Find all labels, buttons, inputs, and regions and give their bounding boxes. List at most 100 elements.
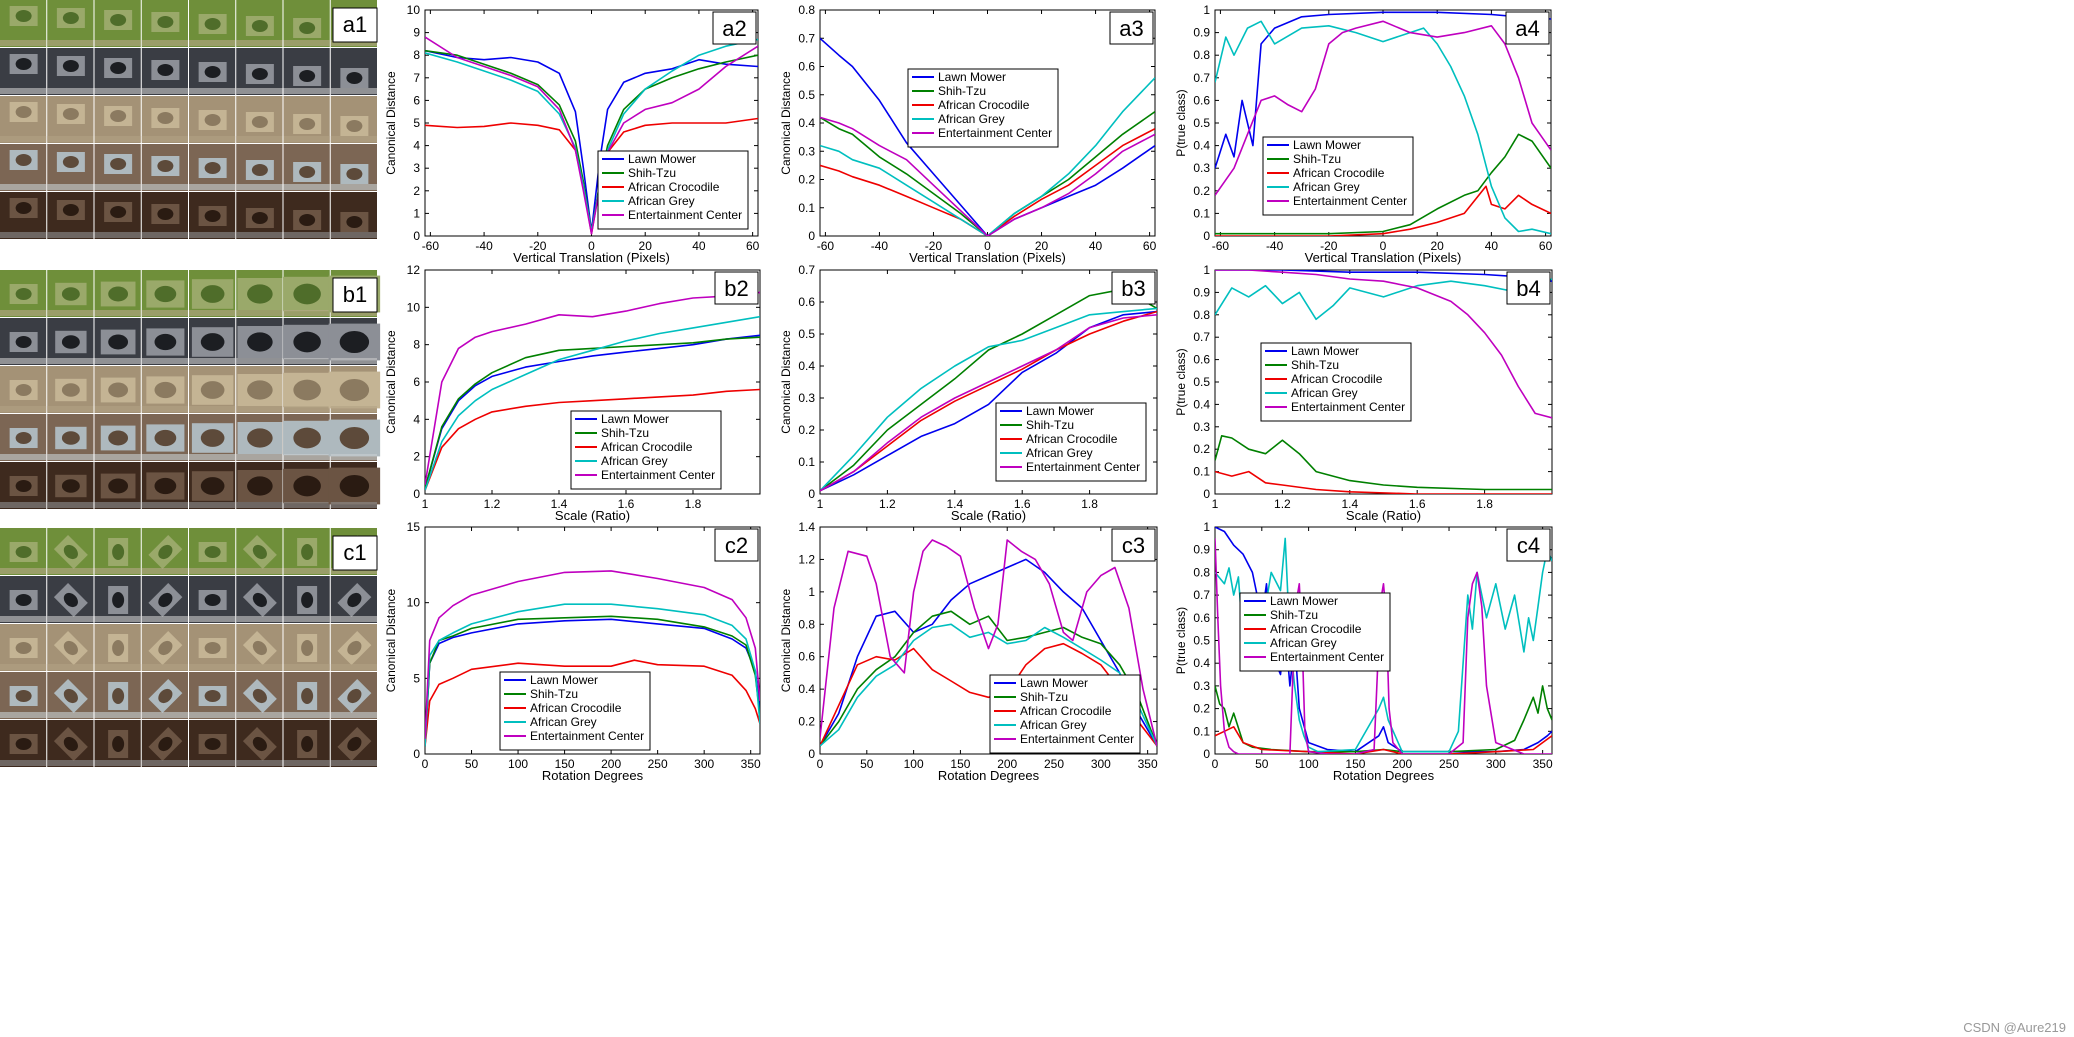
y-tick-label: 0 (413, 747, 420, 761)
thumbnail-ground (330, 502, 377, 508)
thumbnail-ground (330, 712, 377, 718)
x-tick-label: 1 (422, 497, 429, 511)
legend-entry: African Grey (938, 112, 1005, 126)
panel-label-box (714, 271, 759, 305)
x-tick-label: 300 (1091, 757, 1111, 771)
series-line-grey (425, 315, 760, 491)
y-tick-label: 0 (808, 229, 815, 243)
x-axis-label: Vertical Translation (Pixels) (513, 250, 670, 265)
series-line-lawn (820, 558, 1157, 747)
series-line-grey (1215, 278, 1552, 321)
legend-entry: Shih-Tzu (628, 166, 676, 180)
panel-label: c4 (1517, 533, 1540, 558)
thumbnail-detail (61, 431, 80, 445)
y-tick-label: 0.3 (798, 144, 815, 158)
thumbnail-detail (15, 642, 32, 654)
thumbnail-ground (236, 760, 283, 766)
thumbnail-ground (94, 40, 141, 46)
thumbnail-ground (283, 760, 330, 766)
x-tick-label: -20 (529, 239, 547, 253)
thumbnail-detail (204, 546, 221, 558)
y-tick-label: 0.4 (798, 359, 815, 373)
thumbnail-ground (141, 664, 188, 670)
thumbnail-detail (247, 428, 273, 448)
thumbnail-detail (346, 120, 363, 132)
thumbnail-detail (15, 432, 32, 444)
thumbnail-ground (94, 664, 141, 670)
thumbnail-ground (94, 760, 141, 766)
panel-label-box (1109, 11, 1154, 45)
y-tick-label: 0.6 (1193, 611, 1210, 625)
series-line-croc (425, 388, 760, 491)
thumbnail-detail (63, 688, 78, 704)
series-line-grey (820, 623, 1157, 747)
thumbnail-ground (236, 136, 283, 142)
thumbnail-ground (0, 616, 47, 622)
thumbnail-ground (94, 616, 141, 622)
y-axis-label: P(true class) (1174, 348, 1188, 415)
legend-entry: Entertainment Center (530, 729, 644, 743)
legend-entry: Lawn Mower (601, 412, 669, 426)
y-tick-label: 0.2 (1193, 442, 1210, 456)
thumbnail-detail (301, 544, 314, 560)
x-tick-label: 60 (1143, 239, 1157, 253)
y-tick-label: 0.6 (1193, 353, 1210, 367)
x-tick-label: 1.8 (685, 497, 702, 511)
thumbnail-detail (108, 334, 129, 350)
thumbnail-detail (204, 642, 221, 654)
series-line-shih (425, 336, 760, 489)
thumbnail-detail (63, 592, 78, 608)
legend-entry: Entertainment Center (1026, 460, 1140, 474)
y-tick-label: 0 (1203, 747, 1210, 761)
legend-entry: African Grey (1270, 636, 1337, 650)
thumbnail-detail (301, 640, 314, 656)
thumbnail-ground (141, 232, 188, 238)
thumbnail-ground (94, 406, 141, 412)
series-line-lawn (425, 618, 760, 747)
panel-label: b3 (1121, 276, 1145, 301)
x-tick-label: 40 (1089, 239, 1103, 253)
y-tick-label: 0.8 (1193, 565, 1210, 579)
thumbnail-detail (157, 64, 174, 76)
thumbnail-ground (0, 310, 47, 316)
thumbnail-ground (236, 664, 283, 670)
y-tick-label: 1 (1203, 520, 1210, 534)
thumbnail-detail (204, 162, 221, 174)
y-tick-label: 6 (413, 375, 420, 389)
thumbnail-ground (141, 406, 188, 412)
y-tick-label: 10 (407, 3, 421, 17)
series-line-ent (425, 36, 758, 235)
thumbnail-detail (108, 382, 129, 398)
x-axis-label: Rotation Degrees (938, 768, 1040, 783)
thumbnail-detail (301, 688, 314, 704)
panel-label: a4 (1515, 16, 1539, 41)
thumbnail-ground (94, 310, 141, 316)
thumbnail-ground (0, 760, 47, 766)
thumbnail-detail (251, 20, 268, 32)
thumbnail-detail (61, 383, 80, 397)
y-tick-label: 2 (413, 184, 420, 198)
panel-label-box (1506, 528, 1551, 562)
y-tick-label: 0.2 (798, 715, 815, 729)
thumbnail-detail (293, 475, 321, 497)
thumbnail-ground (330, 184, 377, 190)
thumbnail-detail (61, 287, 80, 301)
x-tick-label: 250 (1044, 757, 1064, 771)
thumbnail-detail (301, 736, 314, 752)
panel-label: c1 (343, 540, 366, 565)
thumbnail-detail (251, 68, 268, 80)
x-tick-label: 50 (465, 757, 479, 771)
thumbnail-detail (299, 22, 316, 34)
thumbnail-ground (283, 712, 330, 718)
thumbnail-ground (283, 184, 330, 190)
thumbnail-detail (200, 333, 225, 351)
series-line-croc (820, 310, 1157, 492)
y-axis-label: Canonical Distance (779, 71, 793, 175)
thumbnail-detail (204, 594, 221, 606)
legend-entry: African Grey (530, 715, 597, 729)
thumbnail-detail (299, 70, 316, 82)
thumbnail-detail (293, 427, 321, 449)
y-tick-label: 0.4 (798, 116, 815, 130)
